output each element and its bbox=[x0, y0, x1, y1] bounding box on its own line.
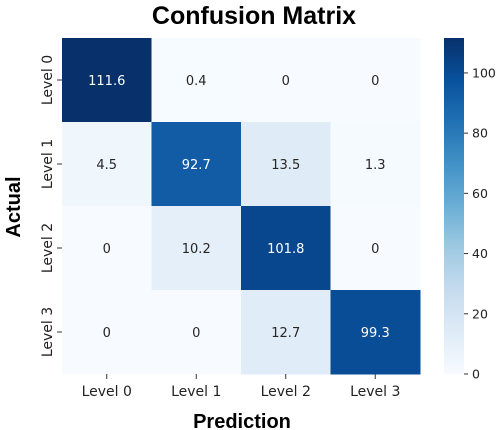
heatmap-cell bbox=[241, 122, 331, 207]
colorbar-tick-label: 100 bbox=[472, 65, 496, 80]
heatmap-cell bbox=[62, 206, 152, 291]
y-tick-label: Level 1 bbox=[40, 139, 56, 189]
y-axis-title: Actual bbox=[3, 176, 25, 237]
colorbar bbox=[444, 38, 464, 374]
x-tick-label: Level 2 bbox=[261, 384, 311, 400]
heatmap-cells bbox=[62, 38, 421, 375]
cell-value-label: 13.5 bbox=[271, 158, 300, 173]
x-tick-label: Level 3 bbox=[350, 384, 400, 400]
heatmap-cell bbox=[330, 38, 421, 123]
cell-value-labels: 111.6 0.4 0 0 4.5 92.7 13.5 1.3 0 10.2 101.8 0 0 0 12.… bbox=[88, 74, 390, 341]
cell-value-label: 101.8 bbox=[267, 242, 304, 257]
cell-value-label: 0 bbox=[192, 326, 200, 341]
colorbar-tick-label: 80 bbox=[472, 126, 488, 141]
heatmap-cell bbox=[330, 122, 421, 207]
y-tick-label: Level 3 bbox=[40, 307, 56, 357]
cell-value-label: 92.7 bbox=[182, 158, 211, 173]
cell-value-label: 0 bbox=[282, 74, 290, 89]
colorbar-tick-label: 0 bbox=[472, 367, 480, 382]
x-tick-label: Level 0 bbox=[82, 384, 132, 400]
colorbar-tick-label: 60 bbox=[472, 186, 488, 201]
heatmap-cell bbox=[151, 38, 242, 123]
y-tick-label: Level 0 bbox=[40, 55, 56, 105]
cell-value-label: 4.5 bbox=[96, 158, 117, 173]
cell-value-label: 10.2 bbox=[182, 242, 211, 257]
x-tick-label: Level 1 bbox=[171, 384, 221, 400]
cell-value-label: 0 bbox=[103, 326, 111, 341]
heatmap-cell bbox=[151, 122, 242, 207]
heatmap-cell bbox=[151, 206, 242, 291]
cell-value-label: 99.3 bbox=[361, 326, 390, 341]
heatmap-cell bbox=[62, 38, 152, 123]
cell-value-label: 0 bbox=[371, 74, 379, 89]
heatmap-cell bbox=[241, 206, 331, 291]
y-tick-label: Level 2 bbox=[40, 223, 56, 273]
cell-value-label: 111.6 bbox=[88, 74, 125, 89]
x-axis-ticks: Level 0 Level 1 Level 2 Level 3 bbox=[82, 374, 400, 400]
chart-title: Confusion Matrix bbox=[152, 2, 356, 30]
heatmap-cell bbox=[62, 290, 152, 375]
heatmap-cell bbox=[62, 122, 152, 207]
cell-value-label: 0 bbox=[371, 242, 379, 257]
colorbar-tick-label: 20 bbox=[472, 306, 488, 321]
heatmap-cell bbox=[330, 206, 421, 291]
cell-value-label: 0 bbox=[103, 242, 111, 257]
y-axis-ticks: Level 0 Level 1 Level 2 Level 3 bbox=[40, 55, 62, 357]
x-axis-title: Prediction bbox=[193, 411, 291, 430]
heatmap-cell bbox=[241, 290, 331, 375]
colorbar-tick-label: 40 bbox=[472, 246, 488, 261]
heatmap-cell bbox=[151, 290, 242, 375]
colorbar-ticks: 0 20 40 60 80 100 bbox=[464, 65, 496, 382]
heatmap-cell bbox=[241, 38, 331, 123]
cell-value-label: 1.3 bbox=[365, 158, 386, 173]
heatmap-cell bbox=[330, 290, 421, 375]
cell-value-label: 12.7 bbox=[271, 326, 300, 341]
cell-value-label: 0.4 bbox=[186, 74, 207, 89]
